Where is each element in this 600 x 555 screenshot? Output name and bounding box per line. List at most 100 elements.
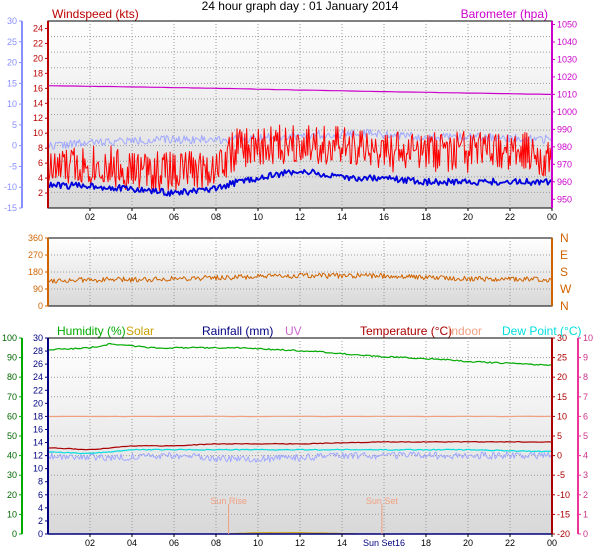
barometer-axis-tick-label: 990 [557, 124, 572, 134]
labels: -15-10-505101520253024681012141618202224… [2, 7, 593, 548]
far-left-axis-tick-label: 25 [7, 37, 17, 47]
wind-direction-line [47, 272, 553, 284]
windspeed-axis-tick-label: 8 [38, 143, 43, 153]
rain-axis-tick-label: 16 [33, 424, 43, 434]
temp-x-axis-tick-label: 00 [547, 538, 557, 548]
barometer-line [47, 85, 552, 95]
uv-axis-tick-label: 7 [583, 392, 588, 402]
sunrise-label: Sun Rise [210, 496, 247, 506]
uv-axis-tick-label: 10 [583, 333, 593, 343]
uv-axis-tick-label: 4 [583, 451, 588, 461]
barometer-axis-tick-label: 970 [557, 159, 572, 169]
rain-axis-tick-label: 2 [38, 516, 43, 526]
far-left-axis-tick-label: -5 [9, 161, 17, 171]
temperature-axis-tick-label: 0 [557, 451, 562, 461]
temperature-axis-tick-label: 20 [557, 372, 567, 382]
legend-entry: Rainfall (mm) [202, 324, 273, 338]
wind-average-line [47, 168, 553, 197]
temperature-axis-tick-label: -20 [557, 529, 570, 539]
temperature-axis-tick-label: 15 [557, 392, 567, 402]
windspeed-axis-tick-label: 22 [33, 38, 43, 48]
temperature-axis-tick-label: -10 [557, 490, 570, 500]
wind-x-axis-tick-label: 12 [295, 212, 305, 222]
dewpoint-line [47, 448, 553, 455]
temp-x-axis-tick-label: 08 [211, 538, 221, 548]
windspeed-axis-tick-label: 6 [38, 158, 43, 168]
temp-x-axis-tick-label: 04 [127, 538, 137, 548]
temp-x-axis-tick-label: Sun Set16 [363, 538, 405, 548]
humidity-axis-tick-label: 80 [7, 372, 17, 382]
windspeed-axis-title: Windspeed (kts) [52, 7, 139, 21]
wind-x-axis-tick-label: 06 [169, 212, 179, 222]
temperature-axis-tick-label: 25 [557, 353, 567, 363]
rain-axis-tick-label: 26 [33, 359, 43, 369]
rain-axis-tick-label: 22 [33, 385, 43, 395]
wind-x-axis-tick-label: 04 [127, 212, 137, 222]
humidity-axis-tick-label: 50 [7, 431, 17, 441]
far-left-axis-tick-label: 20 [7, 58, 17, 68]
rain-axis-tick-label: 18 [33, 411, 43, 421]
humidity-axis-tick-label: 90 [7, 353, 17, 363]
uv-axis-tick-label: 2 [583, 490, 588, 500]
barometer-axis-tick-label: 1010 [557, 89, 577, 99]
wind-x-axis-tick-label: 08 [211, 212, 221, 222]
legend-entry: UV [285, 324, 302, 338]
rain-axis-tick-label: 12 [33, 451, 43, 461]
rain-axis-tick-label: 0 [38, 529, 43, 539]
temp-x-axis-tick-label: 14 [337, 538, 347, 548]
temp-x-axis-tick-label: 18 [421, 538, 431, 548]
humidity-axis-tick-label: 0 [12, 529, 17, 539]
direction-axis-tick-label: 0 [38, 301, 43, 311]
temp-x-axis-tick-label: 06 [169, 538, 179, 548]
humidity-axis-tick-label: 70 [7, 392, 17, 402]
compass-tick-label: S [560, 265, 568, 279]
humidity-axis-tick-label: 20 [7, 490, 17, 500]
data-series [47, 85, 553, 535]
temperature-axis-tick-label: -15 [557, 509, 570, 519]
windspeed-axis-tick-label: 10 [33, 128, 43, 138]
legend-entry: Indoor [448, 324, 482, 338]
temperature-axis-tick-label: -5 [557, 470, 565, 480]
uv-axis-tick-label: 8 [583, 372, 588, 382]
temperature-axis-tick-label: 10 [557, 411, 567, 421]
windspeed-axis-tick-label: 24 [33, 23, 43, 33]
wind-gust-line [47, 124, 553, 191]
far-left-axis-tick-label: 0 [12, 141, 17, 151]
barometer-axis-tick-label: 1020 [557, 72, 577, 82]
far-left-axis-tick-label: 15 [7, 78, 17, 88]
wind-x-axis-tick-label: 22 [505, 212, 515, 222]
rain-axis-tick-label: 6 [38, 490, 43, 500]
far-left-axis-tick-label: 10 [7, 99, 17, 109]
direction-axis-tick-label: 90 [33, 284, 43, 294]
temp-x-axis-tick-label: 12 [295, 538, 305, 548]
far-left-axis-tick-label: 5 [12, 120, 17, 130]
rain-axis-tick-label: 28 [33, 346, 43, 356]
legend-entry: Humidity (%) [57, 324, 126, 338]
wind-x-axis-tick-label: 18 [421, 212, 431, 222]
wind-x-axis-tick-label: 16 [379, 212, 389, 222]
axes [19, 20, 581, 537]
rain-axis-tick-label: 14 [33, 438, 43, 448]
barometer-axis-tick-label: 960 [557, 177, 572, 187]
uv-axis-tick-label: 3 [583, 470, 588, 480]
wind-x-axis-tick-label: 14 [337, 212, 347, 222]
rain-axis-tick-label: 8 [38, 477, 43, 487]
compass-tick-label: N [560, 231, 569, 245]
compass-tick-label: W [560, 282, 572, 296]
humidity-line [47, 342, 552, 366]
legend-entry: Temperature (°C) [360, 324, 452, 338]
temperature-line [47, 441, 553, 451]
humidity-axis-tick-label: 30 [7, 470, 17, 480]
barometer-axis-tick-label: 980 [557, 142, 572, 152]
wind-x-axis-tick-label: 20 [463, 212, 473, 222]
uv-axis-tick-label: 9 [583, 353, 588, 363]
light-blue-series-line [47, 451, 553, 463]
uv-axis-tick-label: 6 [583, 411, 588, 421]
uv-axis-tick-label: 5 [583, 431, 588, 441]
temp-x-axis-tick-label: 20 [463, 538, 473, 548]
chart-title: 24 hour graph day : 01 January 2014 [202, 0, 399, 13]
direction-axis-tick-label: 360 [28, 233, 43, 243]
rain-axis-tick-label: 24 [33, 372, 43, 382]
rain-axis-tick-label: 4 [38, 503, 43, 513]
far-left-axis-tick-label: 30 [7, 16, 17, 26]
